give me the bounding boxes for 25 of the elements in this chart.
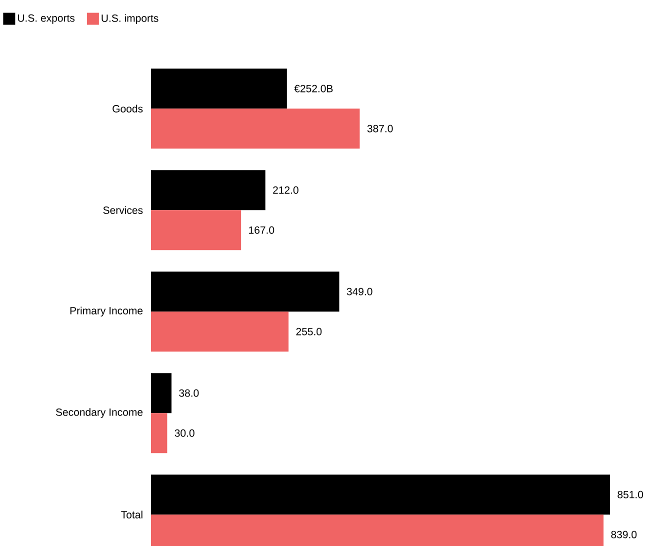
data-label: 255.0 (296, 328, 322, 336)
bar (151, 108, 360, 149)
data-label: 349.0 (346, 288, 372, 296)
data-label: 387.0 (367, 124, 393, 132)
data-label: 30.0 (174, 429, 194, 437)
y-tick-label: Goods (112, 104, 143, 112)
bar (151, 312, 289, 352)
y-tick-label: Services (103, 206, 143, 214)
legend-label: U.S. imports (102, 14, 158, 24)
y-tick-label: Primary Income (70, 306, 143, 316)
bar (151, 413, 168, 454)
data-label: 851.0 (618, 490, 644, 498)
data-label: 167.0 (249, 226, 274, 234)
data-label: 839.0 (611, 530, 637, 538)
bar (151, 170, 266, 210)
data-label: 38.0 (179, 389, 199, 397)
bar (151, 68, 287, 109)
bar (151, 210, 242, 250)
legend-label: U.S. exports (18, 14, 75, 24)
y-tick-label: Total (121, 510, 142, 518)
bar (151, 272, 340, 312)
y-tick-label: Secondary Income (56, 408, 143, 418)
data-label: 212.0 (273, 186, 298, 194)
bar (151, 373, 172, 414)
data-label: €252.0B (294, 84, 333, 92)
